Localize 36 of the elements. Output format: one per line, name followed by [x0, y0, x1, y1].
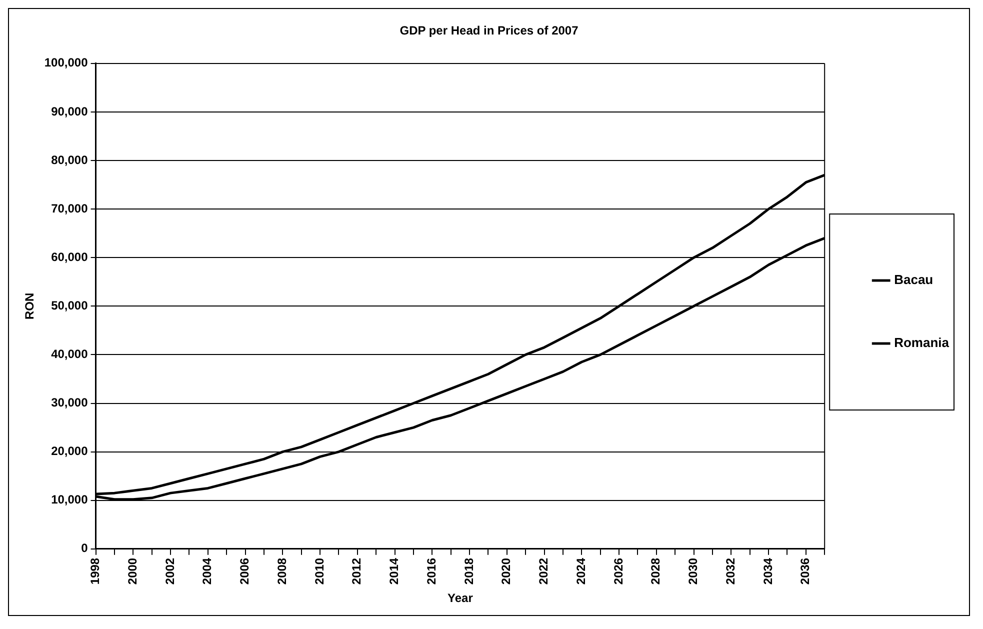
x-tick-label: 2022: [536, 558, 551, 585]
y-tick-label: 40,000: [51, 347, 88, 362]
x-tick-label: 2012: [350, 558, 364, 585]
legend-label: Bacau: [894, 272, 934, 288]
y-tick-label: 0: [81, 541, 88, 556]
y-tick-label: 100,000: [44, 56, 88, 70]
x-tick-label: 2010: [312, 558, 326, 585]
x-tick-label: 2000: [125, 558, 140, 585]
x-tick-label: 2016: [424, 558, 438, 585]
x-tick-label: 2006: [238, 558, 252, 585]
x-tick-label: 1998: [88, 558, 102, 585]
x-tick-label: 2004: [200, 558, 214, 585]
legend-label: Romania: [894, 335, 950, 350]
x-tick-label: 2024: [574, 558, 588, 585]
y-tick-label: 30,000: [51, 396, 88, 410]
y-tick-label: 90,000: [51, 104, 88, 118]
x-tick-label: 2014: [387, 558, 402, 585]
y-tick-label: 60,000: [51, 250, 88, 264]
x-tick-label: 2018: [462, 558, 476, 585]
chart-title: GDP per Head in Prices of 2007: [400, 24, 579, 38]
x-tick-label: 2020: [499, 558, 514, 585]
x-tick-label: 2008: [274, 558, 289, 585]
x-tick-label: 2036: [798, 558, 812, 585]
x-tick-label: 2034: [760, 558, 775, 585]
y-tick-label: 20,000: [51, 444, 88, 458]
x-tick-label: 2030: [686, 558, 700, 585]
x-axis-title: Year: [448, 591, 474, 606]
y-tick-label: 10,000: [51, 492, 88, 507]
x-tick-label: 2028: [648, 558, 663, 585]
y-axis-title: RON: [22, 292, 37, 320]
x-tick-label: 2026: [611, 558, 626, 585]
y-tick-label: 50,000: [51, 298, 88, 312]
x-tick-label: 2002: [162, 558, 177, 585]
y-tick-label: 70,000: [51, 201, 88, 216]
y-tick-label: 80,000: [51, 152, 88, 167]
x-tick-label: 2032: [723, 558, 738, 585]
